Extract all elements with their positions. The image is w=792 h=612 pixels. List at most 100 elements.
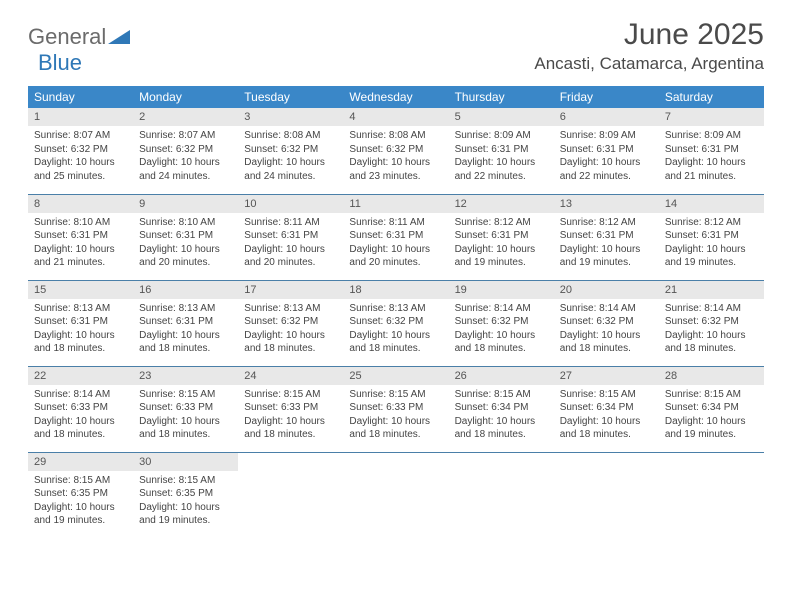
brand-text-blue: Blue — [38, 50, 82, 75]
day-body: Sunrise: 8:13 AMSunset: 6:31 PMDaylight:… — [28, 299, 133, 360]
calendar-cell: 29Sunrise: 8:15 AMSunset: 6:35 PMDayligh… — [28, 452, 133, 538]
day-body: Sunrise: 8:10 AMSunset: 6:31 PMDaylight:… — [28, 213, 133, 274]
day-number: 20 — [554, 281, 659, 299]
day-number: 14 — [659, 195, 764, 213]
calendar-cell: 10Sunrise: 8:11 AMSunset: 6:31 PMDayligh… — [238, 194, 343, 280]
brand-text-general: General — [28, 24, 106, 49]
calendar-cell: 4Sunrise: 8:08 AMSunset: 6:32 PMDaylight… — [343, 108, 448, 194]
calendar-cell: 18Sunrise: 8:13 AMSunset: 6:32 PMDayligh… — [343, 280, 448, 366]
calendar-cell: 2Sunrise: 8:07 AMSunset: 6:32 PMDaylight… — [133, 108, 238, 194]
calendar-cell: 24Sunrise: 8:15 AMSunset: 6:33 PMDayligh… — [238, 366, 343, 452]
day-number: 18 — [343, 281, 448, 299]
day-number: 10 — [238, 195, 343, 213]
weekday-header: Thursday — [449, 86, 554, 108]
day-number: 11 — [343, 195, 448, 213]
day-number: 22 — [28, 367, 133, 385]
weekday-header: Monday — [133, 86, 238, 108]
day-number: 8 — [28, 195, 133, 213]
calendar-cell: 23Sunrise: 8:15 AMSunset: 6:33 PMDayligh… — [133, 366, 238, 452]
calendar-cell: 17Sunrise: 8:13 AMSunset: 6:32 PMDayligh… — [238, 280, 343, 366]
calendar-cell: 6Sunrise: 8:09 AMSunset: 6:31 PMDaylight… — [554, 108, 659, 194]
calendar-cell: 20Sunrise: 8:14 AMSunset: 6:32 PMDayligh… — [554, 280, 659, 366]
day-number: 25 — [343, 367, 448, 385]
day-number: 9 — [133, 195, 238, 213]
day-number: 17 — [238, 281, 343, 299]
day-number: 23 — [133, 367, 238, 385]
calendar-cell: 9Sunrise: 8:10 AMSunset: 6:31 PMDaylight… — [133, 194, 238, 280]
day-number: 28 — [659, 367, 764, 385]
day-body: Sunrise: 8:15 AMSunset: 6:33 PMDaylight:… — [343, 385, 448, 446]
calendar-cell: 5Sunrise: 8:09 AMSunset: 6:31 PMDaylight… — [449, 108, 554, 194]
day-number: 1 — [28, 108, 133, 126]
day-body: Sunrise: 8:07 AMSunset: 6:32 PMDaylight:… — [133, 126, 238, 187]
day-number: 7 — [659, 108, 764, 126]
calendar-row: 22Sunrise: 8:14 AMSunset: 6:33 PMDayligh… — [28, 366, 764, 452]
calendar-cell: 13Sunrise: 8:12 AMSunset: 6:31 PMDayligh… — [554, 194, 659, 280]
calendar-table: Sunday Monday Tuesday Wednesday Thursday… — [28, 86, 764, 538]
day-body: Sunrise: 8:14 AMSunset: 6:32 PMDaylight:… — [554, 299, 659, 360]
day-body: Sunrise: 8:15 AMSunset: 6:33 PMDaylight:… — [238, 385, 343, 446]
day-body: Sunrise: 8:12 AMSunset: 6:31 PMDaylight:… — [554, 213, 659, 274]
location-text: Ancasti, Catamarca, Argentina — [534, 54, 764, 74]
day-body: Sunrise: 8:15 AMSunset: 6:35 PMDaylight:… — [133, 471, 238, 532]
day-number: 6 — [554, 108, 659, 126]
calendar-cell: 15Sunrise: 8:13 AMSunset: 6:31 PMDayligh… — [28, 280, 133, 366]
day-body: Sunrise: 8:15 AMSunset: 6:34 PMDaylight:… — [554, 385, 659, 446]
calendar-cell: 1Sunrise: 8:07 AMSunset: 6:32 PMDaylight… — [28, 108, 133, 194]
calendar-cell: 22Sunrise: 8:14 AMSunset: 6:33 PMDayligh… — [28, 366, 133, 452]
day-body: Sunrise: 8:13 AMSunset: 6:32 PMDaylight:… — [238, 299, 343, 360]
day-body: Sunrise: 8:09 AMSunset: 6:31 PMDaylight:… — [449, 126, 554, 187]
month-title: June 2025 — [534, 18, 764, 52]
day-number: 12 — [449, 195, 554, 213]
day-body: Sunrise: 8:12 AMSunset: 6:31 PMDaylight:… — [449, 213, 554, 274]
day-number: 13 — [554, 195, 659, 213]
calendar-cell: 25Sunrise: 8:15 AMSunset: 6:33 PMDayligh… — [343, 366, 448, 452]
calendar-row: 29Sunrise: 8:15 AMSunset: 6:35 PMDayligh… — [28, 452, 764, 538]
day-body: Sunrise: 8:12 AMSunset: 6:31 PMDaylight:… — [659, 213, 764, 274]
calendar-row: 8Sunrise: 8:10 AMSunset: 6:31 PMDaylight… — [28, 194, 764, 280]
day-number: 5 — [449, 108, 554, 126]
calendar-cell: 3Sunrise: 8:08 AMSunset: 6:32 PMDaylight… — [238, 108, 343, 194]
weekday-header: Sunday — [28, 86, 133, 108]
weekday-header: Saturday — [659, 86, 764, 108]
calendar-cell: 12Sunrise: 8:12 AMSunset: 6:31 PMDayligh… — [449, 194, 554, 280]
calendar-cell: 21Sunrise: 8:14 AMSunset: 6:32 PMDayligh… — [659, 280, 764, 366]
calendar-cell: 8Sunrise: 8:10 AMSunset: 6:31 PMDaylight… — [28, 194, 133, 280]
day-body: Sunrise: 8:08 AMSunset: 6:32 PMDaylight:… — [238, 126, 343, 187]
calendar-cell — [554, 452, 659, 538]
day-number: 15 — [28, 281, 133, 299]
title-block: June 2025 Ancasti, Catamarca, Argentina — [534, 18, 764, 74]
calendar-cell: 28Sunrise: 8:15 AMSunset: 6:34 PMDayligh… — [659, 366, 764, 452]
calendar-cell — [343, 452, 448, 538]
calendar-cell: 16Sunrise: 8:13 AMSunset: 6:31 PMDayligh… — [133, 280, 238, 366]
calendar-row: 1Sunrise: 8:07 AMSunset: 6:32 PMDaylight… — [28, 108, 764, 194]
brand-logo: General Blue — [28, 24, 130, 76]
day-number: 30 — [133, 453, 238, 471]
calendar-cell — [449, 452, 554, 538]
calendar-row: 15Sunrise: 8:13 AMSunset: 6:31 PMDayligh… — [28, 280, 764, 366]
brand-text-wrap: General Blue — [28, 24, 130, 76]
calendar-cell: 27Sunrise: 8:15 AMSunset: 6:34 PMDayligh… — [554, 366, 659, 452]
day-number: 26 — [449, 367, 554, 385]
day-body: Sunrise: 8:15 AMSunset: 6:34 PMDaylight:… — [449, 385, 554, 446]
day-body: Sunrise: 8:15 AMSunset: 6:34 PMDaylight:… — [659, 385, 764, 446]
header: General Blue June 2025 Ancasti, Catamarc… — [28, 18, 764, 76]
day-number: 2 — [133, 108, 238, 126]
brand-triangle-icon — [108, 28, 130, 44]
calendar-cell: 30Sunrise: 8:15 AMSunset: 6:35 PMDayligh… — [133, 452, 238, 538]
weekday-header: Wednesday — [343, 86, 448, 108]
calendar-cell — [659, 452, 764, 538]
calendar-cell: 26Sunrise: 8:15 AMSunset: 6:34 PMDayligh… — [449, 366, 554, 452]
day-body: Sunrise: 8:10 AMSunset: 6:31 PMDaylight:… — [133, 213, 238, 274]
day-body: Sunrise: 8:11 AMSunset: 6:31 PMDaylight:… — [238, 213, 343, 274]
day-body: Sunrise: 8:09 AMSunset: 6:31 PMDaylight:… — [659, 126, 764, 187]
day-body: Sunrise: 8:14 AMSunset: 6:33 PMDaylight:… — [28, 385, 133, 446]
day-body: Sunrise: 8:11 AMSunset: 6:31 PMDaylight:… — [343, 213, 448, 274]
day-body: Sunrise: 8:14 AMSunset: 6:32 PMDaylight:… — [449, 299, 554, 360]
weekday-header: Friday — [554, 86, 659, 108]
day-number: 27 — [554, 367, 659, 385]
day-body: Sunrise: 8:07 AMSunset: 6:32 PMDaylight:… — [28, 126, 133, 187]
day-body: Sunrise: 8:13 AMSunset: 6:31 PMDaylight:… — [133, 299, 238, 360]
day-number: 4 — [343, 108, 448, 126]
day-number: 29 — [28, 453, 133, 471]
